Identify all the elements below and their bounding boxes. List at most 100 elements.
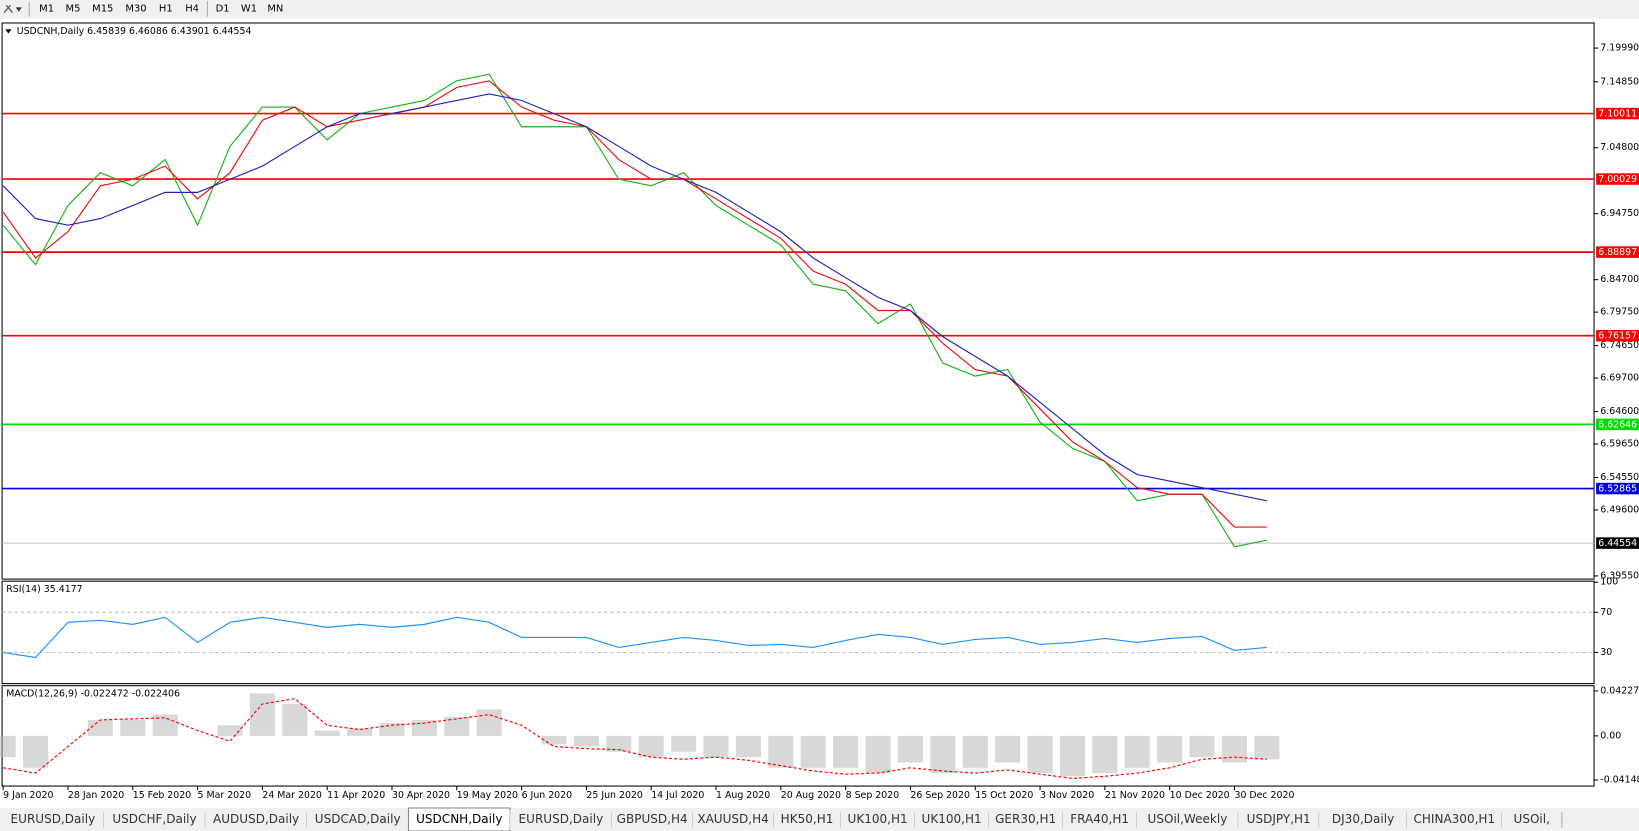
y-tick-label: 6.49600	[1600, 504, 1639, 515]
tab-bg	[914, 810, 989, 830]
symbol-tab[interactable]: USDCHF,Daily	[103, 810, 206, 830]
panel-title: RSI(14) 35.4177	[6, 584, 82, 595]
tab-label: USDCAD,Daily	[315, 812, 401, 826]
histogram-bar	[444, 716, 470, 736]
timeframe-button[interactable]: M15	[92, 3, 113, 14]
x-tick-label: 1 Aug 2020	[716, 790, 770, 801]
y-tick-label: 6.79750	[1600, 307, 1639, 318]
toolbar	[0, 0, 1639, 19]
histogram-bar	[1124, 735, 1150, 768]
timeframe-button[interactable]: W1	[241, 3, 257, 14]
tab-label: HK50,H1	[781, 812, 834, 826]
timeframe-label: M5	[66, 3, 81, 14]
histogram-bar	[87, 719, 113, 736]
price-label: 6.62646	[1598, 419, 1637, 430]
tab-label: USDCHF,Daily	[112, 812, 196, 826]
symbol-tab[interactable]: XAUUSD,H4	[692, 810, 775, 830]
timeframe-button[interactable]: M1	[39, 3, 54, 14]
tab-label: EURUSD,Daily	[519, 812, 604, 826]
indicator-line	[3, 698, 1267, 779]
symbol-tab[interactable]: USOil,Weekly	[1136, 810, 1239, 830]
symbol-tab[interactable]: USDJPY,H1	[1238, 810, 1320, 830]
timeframe-button[interactable]: M5	[66, 3, 81, 14]
x-tick-label: 15 Feb 2020	[133, 790, 191, 801]
tab-bg	[510, 810, 612, 830]
tab-label: UK100,H1	[848, 812, 908, 826]
chart-window	[0, 18, 1639, 811]
y-tick-label: 7.19990	[1600, 43, 1639, 54]
y-tick-label: 6.94750	[1600, 208, 1639, 219]
tab-bg	[611, 810, 693, 830]
symbol-tab[interactable]: AUDUSD,Daily	[205, 810, 308, 830]
timeframe-label: D1	[216, 3, 230, 14]
symbol-tab[interactable]: EURUSD,Daily	[2, 810, 105, 830]
tab-bg	[2, 810, 104, 830]
y-tick-label: 6.69700	[1600, 373, 1639, 384]
timeframe-button[interactable]: M30	[125, 3, 146, 14]
histogram-bar	[1092, 735, 1118, 774]
timeframe-button[interactable]: D1	[216, 3, 230, 14]
x-tick-label: 3 Nov 2020	[1040, 790, 1094, 801]
panel-title: MACD(12,26,9) -0.022472 -0.022406	[6, 689, 180, 700]
y-tick-label: 6.74650	[1600, 340, 1639, 351]
tab-label: GBPUSD,H4	[617, 812, 688, 826]
y-tick-label: 6.64600	[1600, 406, 1639, 417]
timeframe-button[interactable]: H1	[159, 3, 173, 14]
x-tick-label: 15 Oct 2020	[975, 790, 1033, 801]
indicator-line	[3, 616, 1267, 659]
price-label-bg	[1596, 537, 1639, 549]
symbol-tab[interactable]: EURUSD,Daily	[510, 810, 613, 830]
x-tick-label: 30 Dec 2020	[1234, 790, 1294, 801]
symbol-tab[interactable]: GBPUSD,H4	[611, 810, 694, 830]
x-tick-label: 24 Mar 2020	[262, 790, 322, 801]
x-tick-label: 28 Jan 2020	[68, 790, 124, 801]
indicator-line	[2, 93, 1267, 502]
price-label-bg	[1596, 107, 1639, 120]
tab-bg	[1406, 810, 1502, 830]
histogram-bar	[1027, 735, 1053, 774]
tab-label: CHINA300,H1	[1413, 812, 1495, 826]
histogram-bar	[22, 735, 49, 768]
histogram-bar	[865, 735, 891, 774]
price-label: 7.10011	[1598, 109, 1637, 120]
symbol-tab[interactable]: UK100,H1	[914, 810, 990, 830]
histogram-bar	[995, 735, 1021, 763]
symbol-tab[interactable]: HK50,H1	[773, 810, 842, 830]
symbol-tab[interactable]: USDCAD,Daily	[306, 810, 410, 830]
tab-bg	[773, 810, 841, 830]
symbol-tab[interactable]: UK100,H1	[840, 810, 916, 830]
tab-label: AUDUSD,Daily	[213, 812, 299, 826]
histogram-bar	[1157, 735, 1183, 763]
tab-bg	[840, 810, 915, 830]
x-tick-label: 19 May 2020	[457, 790, 518, 801]
x-tick-label: 10 Dec 2020	[1170, 790, 1230, 801]
symbol-tab[interactable]: DJ30,Daily	[1319, 810, 1408, 830]
tab-label: USDCNH,Daily	[416, 812, 502, 826]
histogram-bar	[606, 735, 632, 752]
tab-bg	[103, 810, 206, 830]
symbol-tab[interactable]: USDCNH,Daily	[407, 807, 511, 831]
symbol-tab[interactable]: FRA40,H1	[1062, 810, 1138, 830]
x-tick-label: 20 Aug 2020	[781, 790, 841, 801]
price-label: 7.00029	[1598, 174, 1637, 185]
histogram-bar	[638, 735, 664, 758]
symbol-tab[interactable]: USOil,	[1501, 810, 1563, 830]
toolbar-icons	[3, 2, 30, 17]
histogram-bar	[1189, 735, 1215, 758]
histogram-bar	[347, 728, 373, 736]
x-tick-label: 8 Sep 2020	[846, 790, 900, 801]
timeframe-button[interactable]: MN	[267, 3, 283, 14]
timeframe-button[interactable]: H4	[185, 3, 199, 14]
histogram-bar	[541, 735, 567, 745]
tab-bg	[692, 810, 774, 830]
tab-label: EURUSD,Daily	[11, 812, 96, 826]
x-tick-label: 25 Jun 2020	[586, 790, 643, 801]
symbol-tab[interactable]: CHINA300,H1	[1406, 810, 1503, 830]
histogram-bar	[282, 703, 308, 736]
tab-bg	[1136, 810, 1239, 830]
panel-title: USDCNH,Daily 6.45839 6.46086 6.43901 6.4…	[17, 26, 252, 37]
histogram-bar	[897, 735, 923, 763]
x-tick-label: 21 Nov 2020	[1105, 790, 1165, 801]
symbol-tab[interactable]: GER30,H1	[988, 810, 1064, 830]
